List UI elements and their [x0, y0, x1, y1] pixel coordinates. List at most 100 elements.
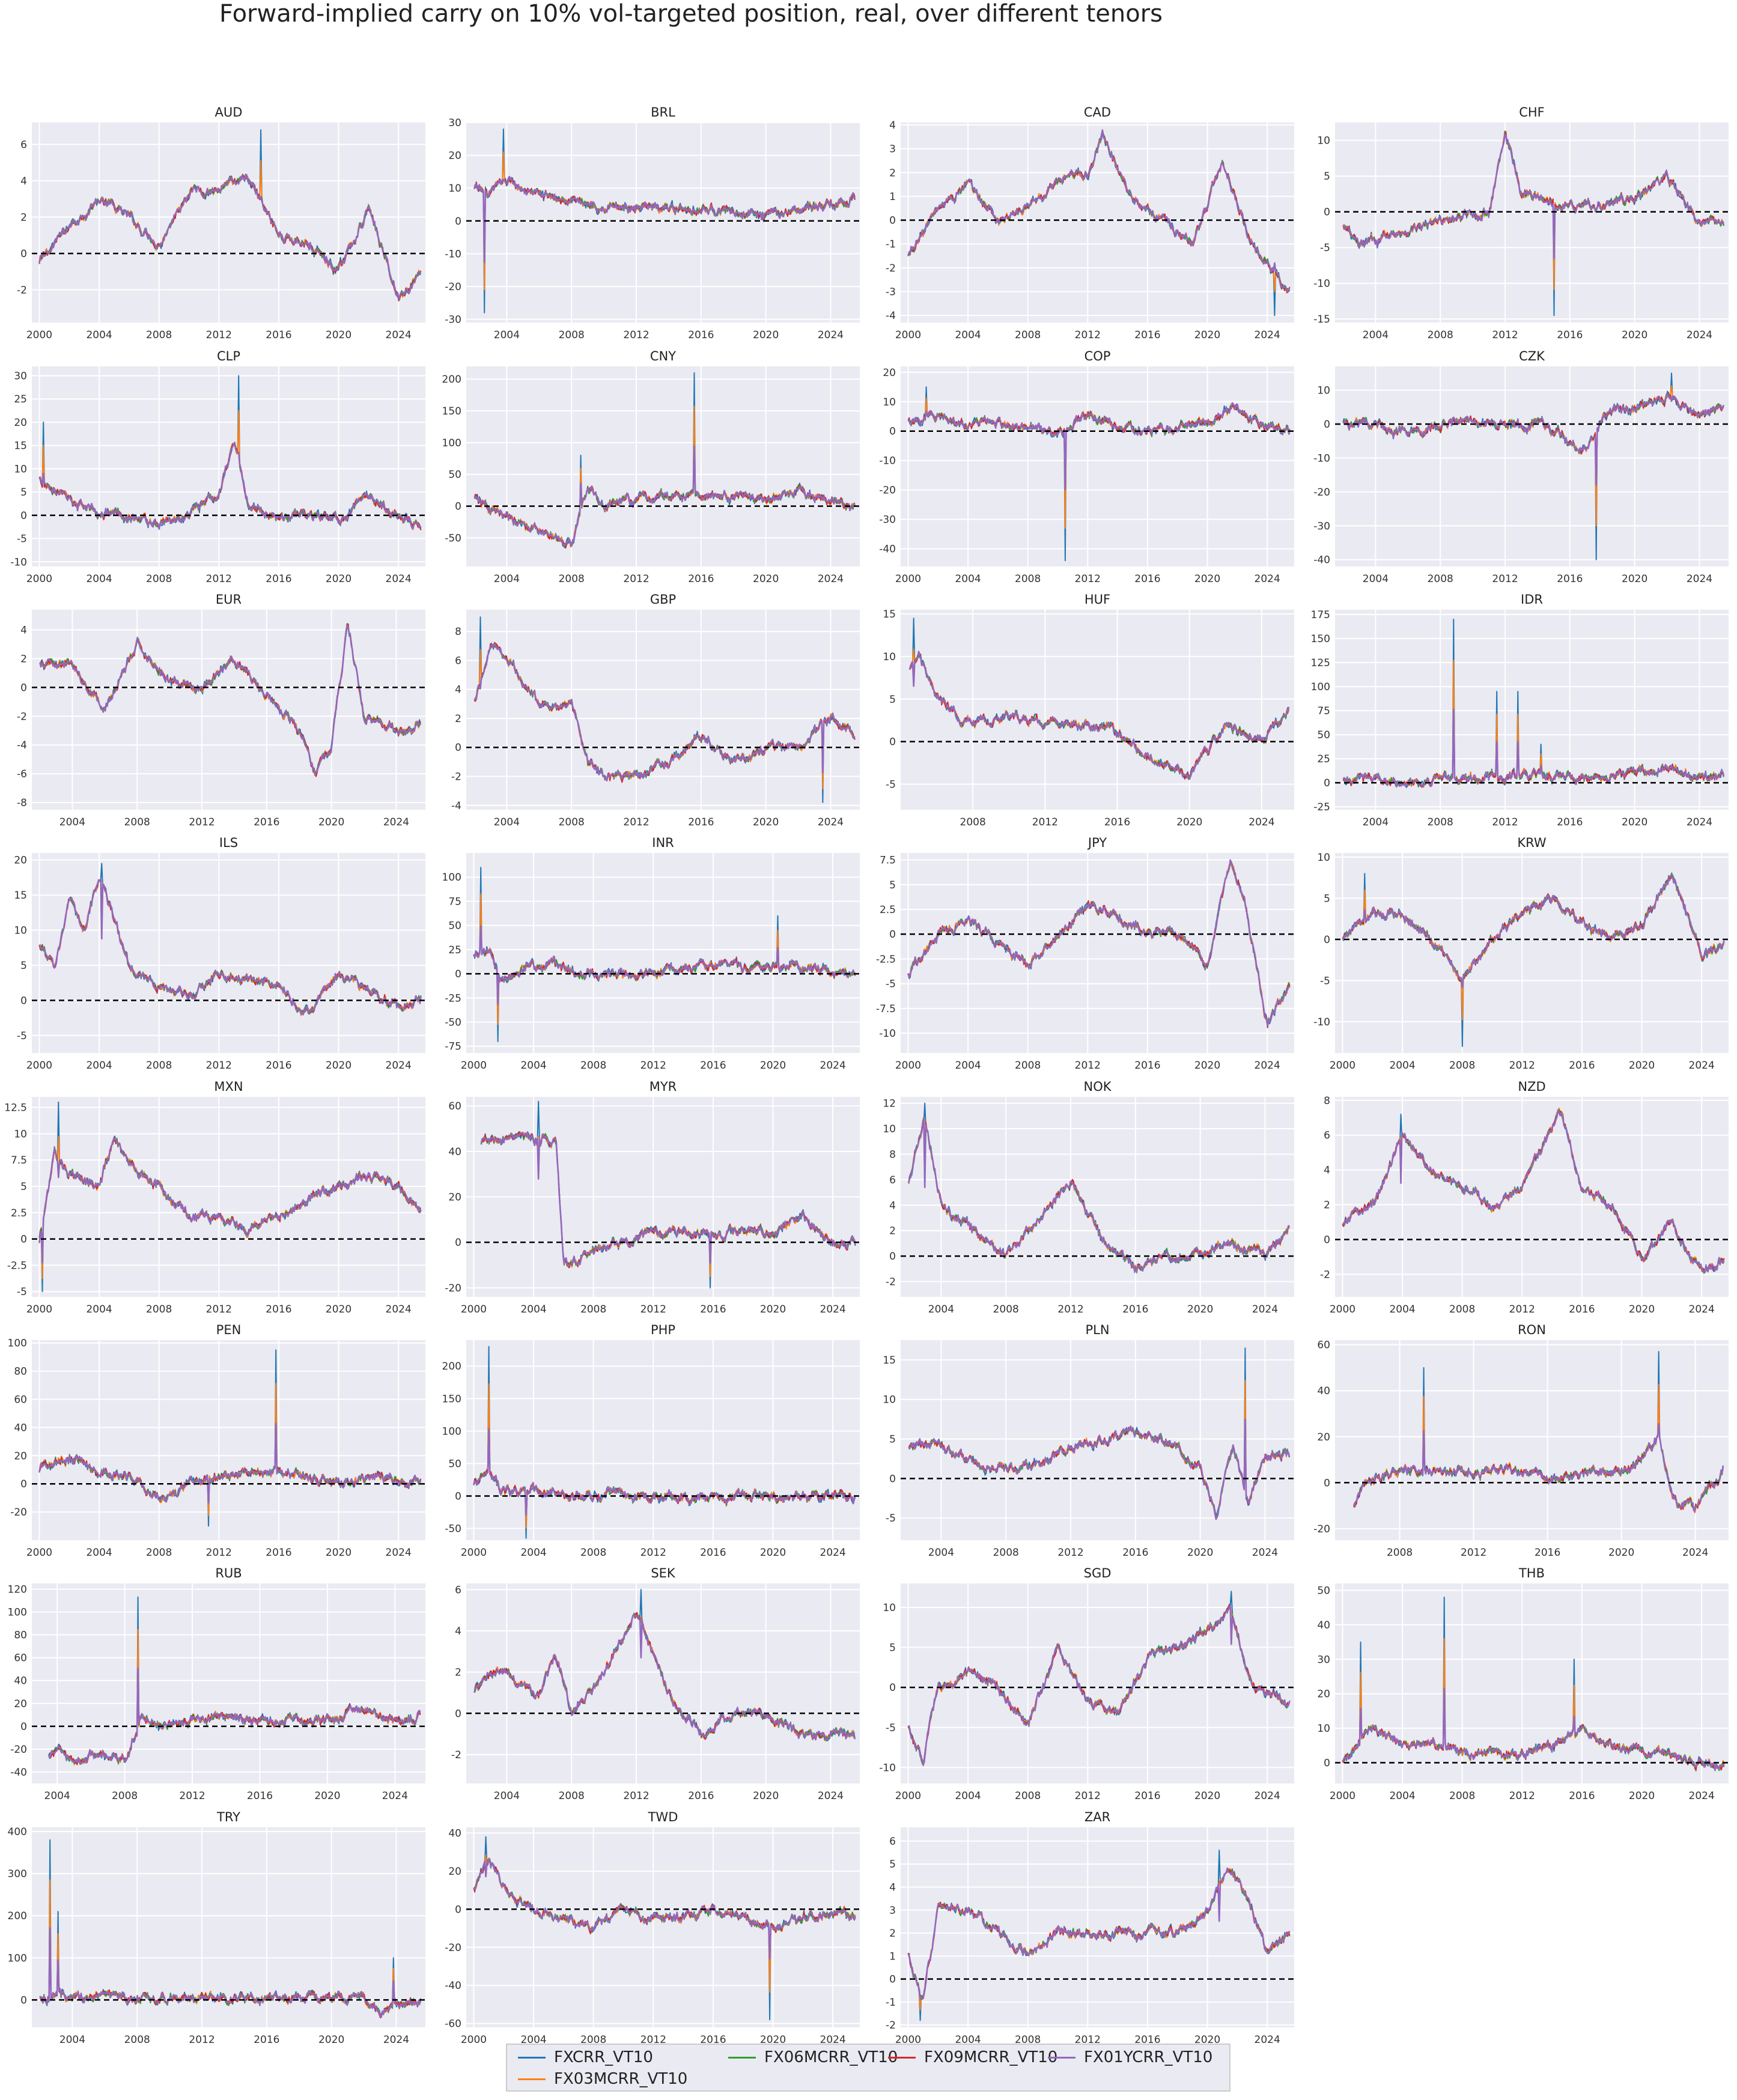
series-lines: [1352, 1351, 1724, 1514]
y-tick-label: 100: [8, 1338, 27, 1350]
legend-entry-5: FX01YCRR_VT10: [1048, 2047, 1212, 2068]
chart-pen: -20 0 20 40 60 80 100 2000 2004 2008 2012 2016 2020 2…: [8, 1323, 425, 1559]
y-tick-label: 60: [14, 1394, 27, 1406]
y-tick-label: 20: [1317, 1689, 1330, 1701]
legend-label-4: FX09MCRR_VT10: [924, 2048, 1058, 2066]
y-tick-label: 300: [8, 1868, 27, 1880]
series-fx01ycrr-vt10: [1342, 133, 1725, 259]
y-tick-label: -5: [886, 1513, 896, 1525]
x-tick-label: 2012: [1032, 816, 1058, 828]
legend-swatch-4: [888, 2056, 916, 2059]
y-tick-label: 10: [14, 1128, 27, 1140]
x-tick-label: 2000: [895, 2034, 921, 2046]
x-tick-label: 2008: [1428, 573, 1453, 585]
x-tick-label: 2016: [688, 1790, 714, 1802]
x-tick-label: 2004: [928, 1547, 954, 1559]
x-tick-label: 2012: [623, 573, 649, 585]
x-tick-label: 2020: [753, 816, 779, 828]
x-tick-label: 2012: [1509, 1790, 1535, 1802]
x-tick-label: 2008: [146, 1303, 172, 1316]
x-tick-label: 2008: [993, 1547, 1019, 1559]
series-fx01ycrr-vt10: [1342, 1687, 1725, 1771]
x-tick-label: 2004: [955, 2034, 981, 2046]
y-tick-label: 10: [1317, 852, 1330, 864]
y-tick-label: 400: [8, 1826, 27, 1838]
series-lines: [907, 129, 1291, 317]
series-fx01ycrr-vt10: [1352, 1422, 1724, 1513]
x-tick-label: 2008: [960, 816, 986, 828]
y-tick-label: -10: [1313, 452, 1330, 464]
x-tick-label: 2020: [753, 329, 779, 341]
y-tick-label: 2.5: [880, 904, 896, 916]
y-tick-label: 5: [20, 1181, 27, 1193]
chart-title: RON: [1518, 1323, 1546, 1337]
y-tick-label: 150: [442, 405, 461, 417]
chart-nzd: -2 0 2 4 6 8 2000 2004 2008 2012 2016 2020 2024 NZD: [1320, 1079, 1729, 1316]
y-tick-label: 4: [455, 1625, 461, 1637]
chart-myr: -20 0 20 40 60 2000 2004 2008 2012 2016 2020 2024 MY…: [445, 1079, 860, 1316]
x-tick-label: 2024: [818, 816, 844, 828]
y-tick-label: 8: [455, 626, 461, 638]
x-tick-label: 2016: [1134, 1790, 1160, 1802]
y-tick-label: 0: [1324, 777, 1330, 789]
x-tick-label: 2020: [760, 1547, 786, 1559]
y-tick-label: 6: [20, 139, 27, 151]
chart-title: TWD: [648, 1810, 678, 1824]
x-tick-label: 2008: [1428, 329, 1453, 341]
x-tick-label: 2016: [1569, 1303, 1595, 1316]
x-tick-label: 2016: [247, 1790, 273, 1802]
chart-php: -50 0 50 100 150 200 2000 2004 2008 2012 2016 2020 2…: [442, 1323, 860, 1559]
x-tick-label: 2016: [254, 2034, 279, 2046]
series-fx01ycrr-vt10: [908, 651, 1290, 780]
x-tick-label: 2004: [1363, 573, 1389, 585]
x-tick-label: 2012: [1057, 1547, 1083, 1559]
chart-brl: -30 -20 -10 0 10 20 30 2004 2008 2012 2016 2020 2024…: [445, 105, 860, 341]
y-tick-label: 10: [1317, 1723, 1330, 1735]
x-tick-label: 2012: [640, 2034, 666, 2046]
x-tick-label: 2016: [1557, 573, 1583, 585]
series-fx01ycrr-vt10: [38, 174, 422, 300]
legend-label-3: FX06MCRR_VT10: [764, 2048, 898, 2066]
x-tick-label: 2000: [26, 1060, 52, 1072]
series-lines: [908, 618, 1290, 780]
y-tick-label: 12.5: [4, 1102, 27, 1114]
y-tick-label: 20: [883, 367, 896, 379]
chart-idr: -25 0 25 50 75 100 125 150 175 2004 2008 2012 2016 20…: [1311, 592, 1729, 828]
x-tick-label: 2008: [124, 816, 150, 828]
chart-twd: -60 -40 -20 0 20 40 2000 2004 2008 2012 2016 2020 20…: [445, 1810, 860, 2046]
x-tick-label: 2024: [1689, 1060, 1715, 1072]
y-tick-label: 10: [883, 651, 896, 663]
y-tick-label: 20: [14, 1450, 27, 1462]
chart-chf: -15 -10 -5 0 5 10 2004 2008 2012 2016 2020 2024 CHF: [1313, 105, 1729, 341]
x-tick-label: 2016: [254, 816, 279, 828]
series-fx01ycrr-vt10: [38, 442, 422, 530]
y-tick-label: 4: [20, 625, 27, 637]
y-tick-label: 4: [455, 684, 461, 696]
x-tick-label: 2000: [461, 2034, 487, 2046]
y-tick-label: -10: [879, 1762, 896, 1774]
x-tick-label: 2024: [1252, 1303, 1278, 1316]
y-tick-label: -10: [1313, 1016, 1330, 1028]
x-tick-label: 2000: [895, 573, 921, 585]
x-tick-label: 2008: [1015, 1060, 1041, 1072]
y-tick-label: 15: [14, 440, 27, 452]
chart-title: JPY: [1087, 836, 1107, 850]
x-tick-label: 2008: [1387, 1547, 1413, 1559]
plot-area: [1335, 1097, 1729, 1297]
y-tick-label: 20: [14, 855, 27, 867]
plot-area: [32, 610, 425, 810]
x-tick-label: 2020: [1629, 1790, 1655, 1802]
y-tick-label: 0: [455, 1904, 461, 1916]
plot-area: [1335, 123, 1729, 323]
chart-huf: -5 0 5 10 15 2008 2012 2016 2020 2024 HUF: [883, 592, 1294, 828]
series-fx01ycrr-vt10: [38, 878, 422, 1016]
series-lines: [39, 623, 421, 777]
x-tick-label: 2024: [820, 2034, 846, 2046]
x-tick-label: 2012: [206, 1060, 232, 1072]
legend-entry-2: FX03MCRR_VT10: [518, 2069, 687, 2089]
x-tick-label: 2008: [1449, 1790, 1475, 1802]
x-tick-label: 2000: [895, 1790, 921, 1802]
y-tick-label: 100: [442, 1425, 461, 1437]
series-fx01ycrr-vt10: [473, 445, 856, 547]
x-tick-label: 2020: [760, 1303, 786, 1316]
